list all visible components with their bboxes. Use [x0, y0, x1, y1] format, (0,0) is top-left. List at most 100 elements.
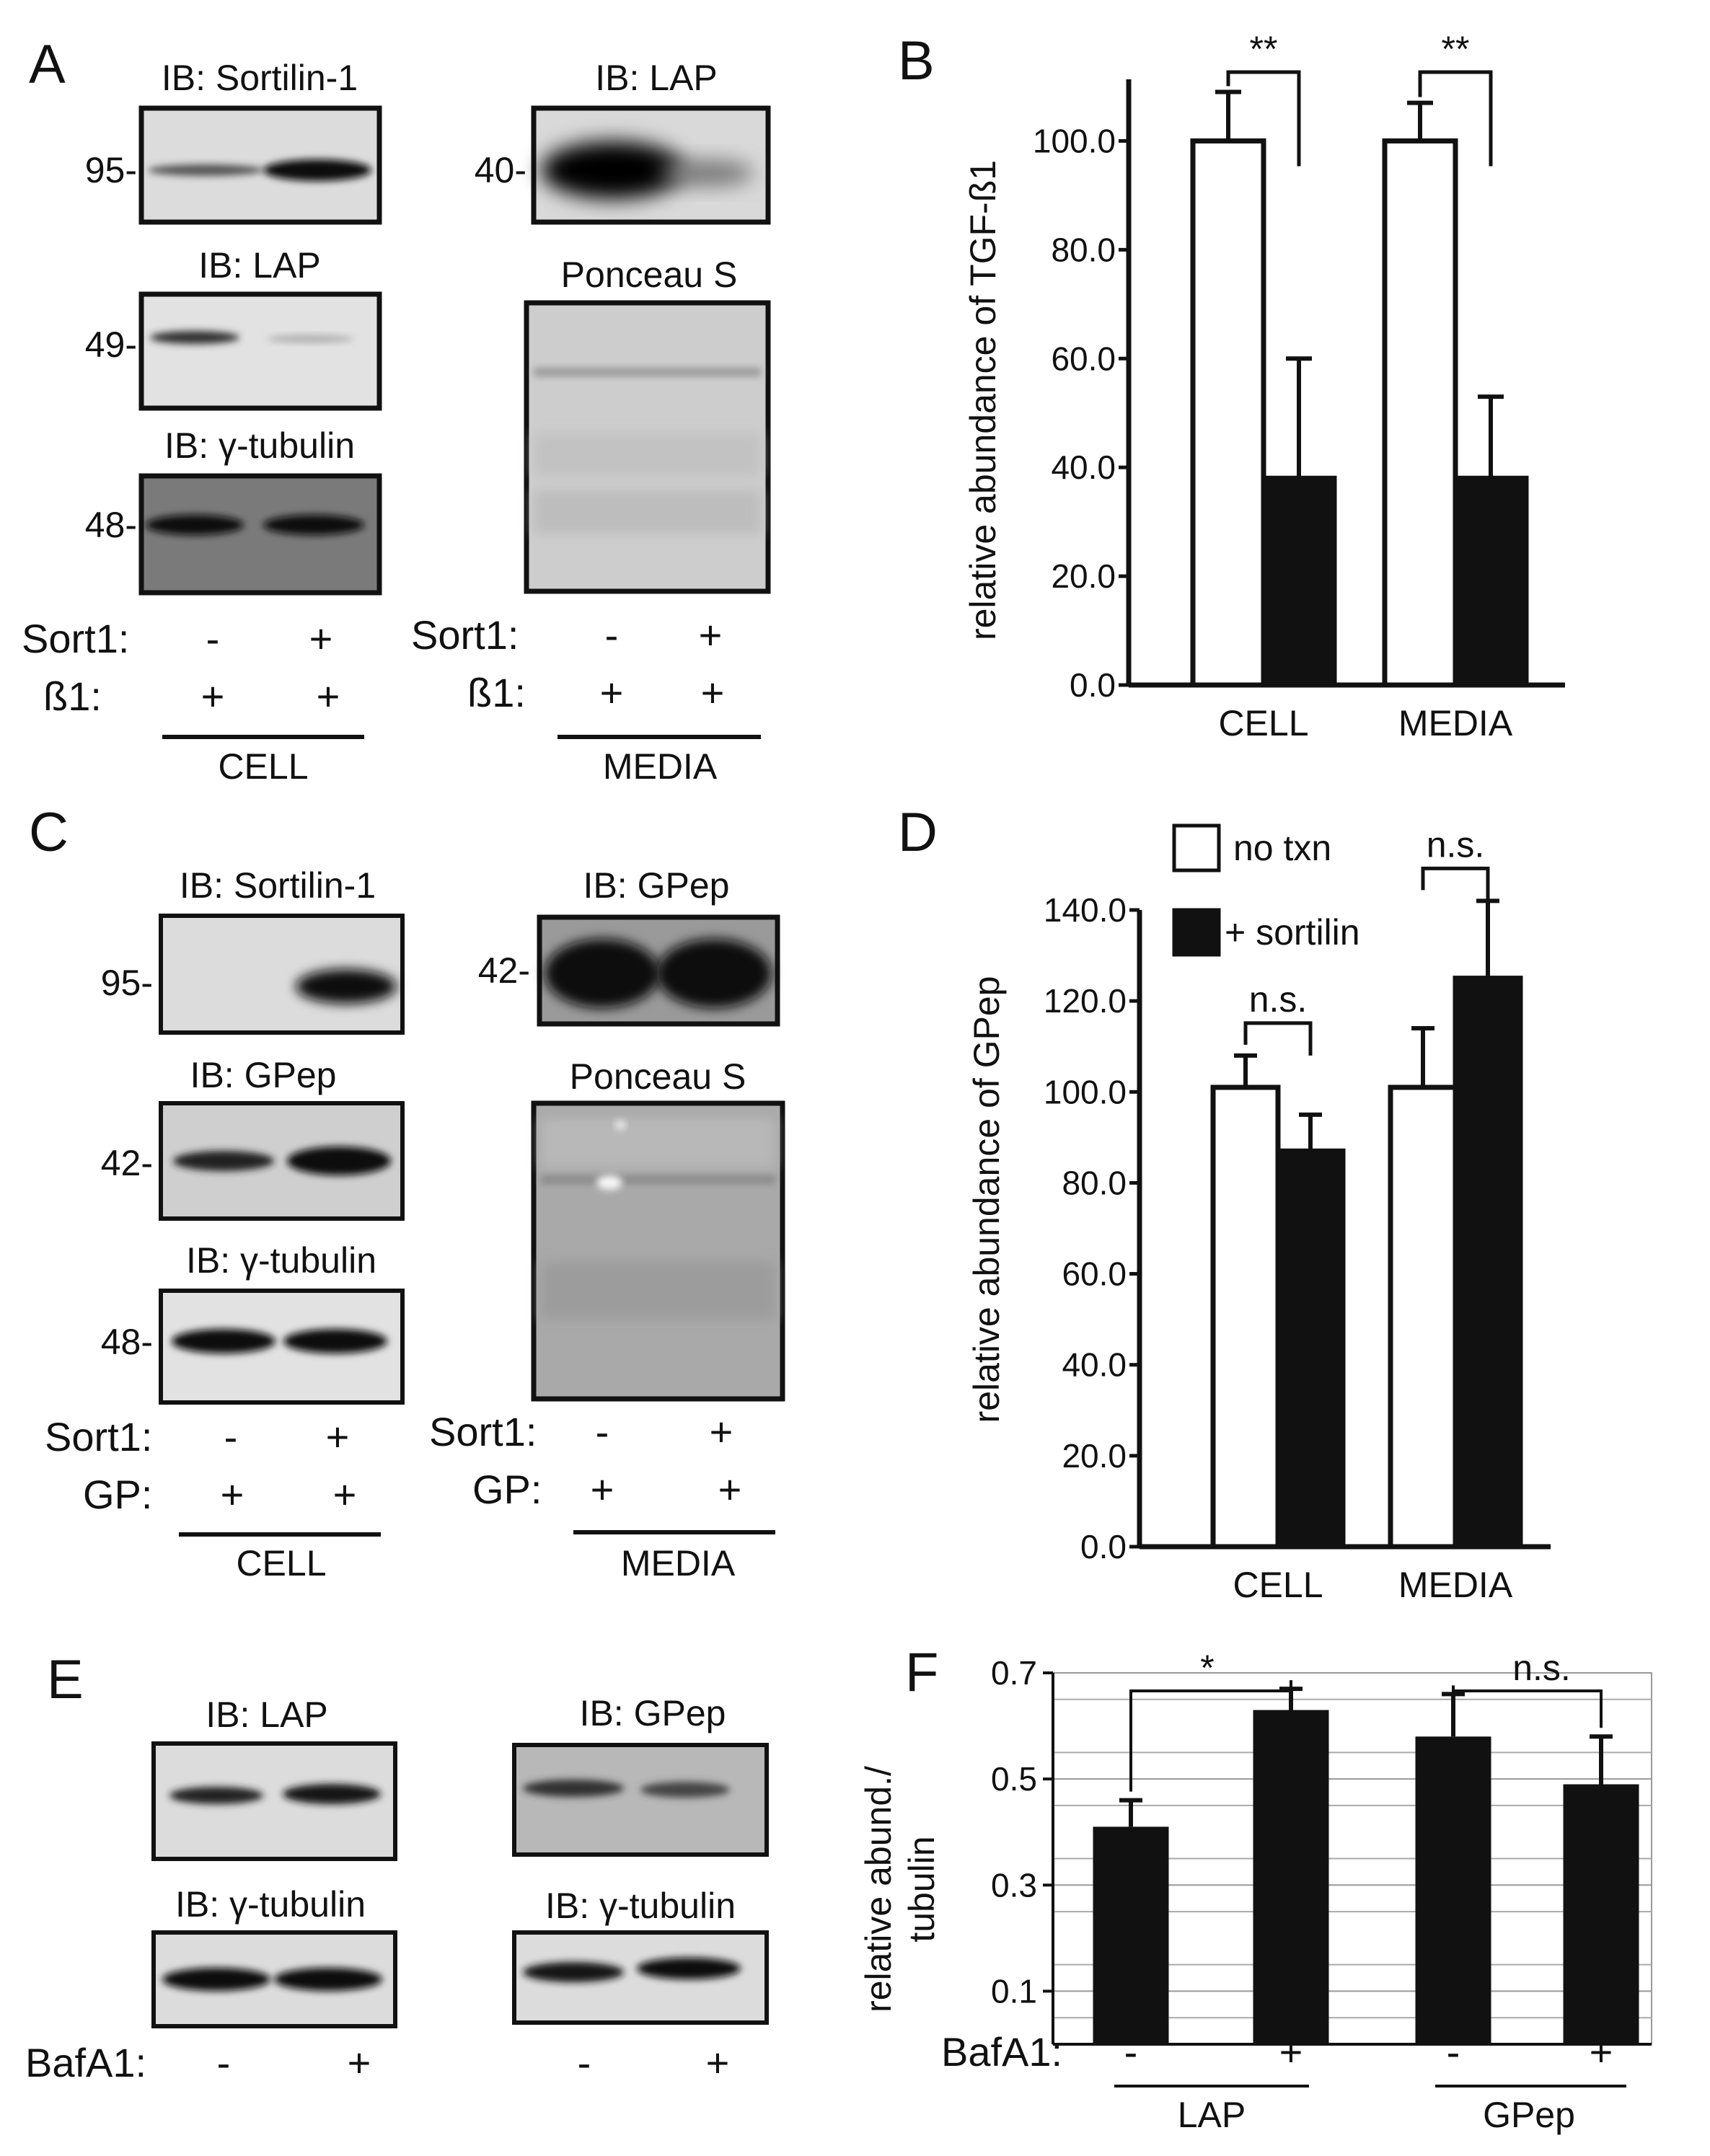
tubulin-a-mw-label: 48- [85, 505, 137, 545]
a-media-sort1-sign-2: + [699, 612, 723, 658]
c-media-gp-label: GP: [472, 1467, 542, 1512]
b-bar [1453, 475, 1529, 688]
d-significance-bracket [1421, 866, 1490, 901]
d-bar [1210, 1084, 1281, 1550]
a-media-b1-sign-1: + [600, 670, 624, 715]
f-y-tick-label: 0.5 [991, 1760, 1037, 1798]
lap-media-blot [531, 105, 771, 225]
f-group-label-gpep: GPep [1483, 2095, 1575, 2135]
panel-c: C IB: Sortilin-1 95- IB: GPep 42- IB: γ-… [29, 802, 785, 1583]
d-bar [1275, 1148, 1346, 1550]
tubulin-e-right-blot [512, 1930, 769, 2025]
ponceau-c-blot [531, 1100, 785, 1402]
d-legend-label: no txn [1233, 828, 1331, 868]
lap-e-blot [151, 1741, 397, 1861]
tubulin-e-left-blot [151, 1930, 397, 2028]
c-media-sort1-sign-1: - [596, 1409, 609, 1454]
d-y-tick-label: 80.0 [1062, 1164, 1127, 1201]
f-y-tick-label: 0.3 [991, 1866, 1037, 1904]
c-cell-sort1-label: Sort1: [45, 1414, 152, 1459]
d-y-tick-label: 0.0 [1080, 1528, 1127, 1565]
chart-f: 0.1 0.3 0.5 0.7 relative abund./tubulin - + - + *… [858, 1648, 1652, 2135]
c-cell-gp-sign-1: + [221, 1472, 244, 1517]
b-y-tick-label: 60.0 [1051, 340, 1116, 377]
d-y-tick-label: 20.0 [1062, 1437, 1127, 1475]
d-bar [1388, 1084, 1458, 1550]
f-group-label-lap: LAP [1178, 2095, 1246, 2135]
f-x-tick-label: - [1447, 2029, 1460, 2075]
c-media-sort1-sign-2: + [710, 1409, 733, 1454]
a-cell-sort1-sign-1: - [206, 616, 220, 661]
gpep-cell-blot-title: IB: GPep [190, 1055, 337, 1095]
c-media-gp-sign-2: + [718, 1467, 742, 1512]
sortilin-blot-title: IB: Sortilin-1 [162, 58, 358, 98]
panel-c-letter: C [29, 802, 69, 863]
f-bafa1-label: BafA1: [941, 2029, 1062, 2075]
d-x-tick-label: CELL [1233, 1565, 1323, 1605]
tubulin-a-blot-title: IB: γ-tubulin [164, 425, 355, 466]
f-significance-label: * [1200, 1648, 1214, 1688]
b-y-tick-label: 100.0 [1033, 122, 1116, 159]
a-cell-sort1-label: Sort1: [22, 616, 129, 661]
gpep-e-blot-title: IB: GPep [580, 1693, 726, 1733]
f-bar [1415, 1736, 1491, 2044]
a-cell-b1-sign-2: + [317, 673, 340, 719]
gpep-cell-mw-label: 42- [101, 1143, 153, 1183]
b-y-tick-label: 0.0 [1070, 666, 1116, 704]
chart-b: 0.0 20.0 40.0 60.0 80.0 100.0 relative abundan… [963, 29, 1565, 743]
d-bar [1453, 976, 1523, 1550]
b-y-tick-label: 20.0 [1051, 557, 1116, 595]
panel-f: F 0.1 0.3 0.5 0.7 relative abund./tubulin - + -… [858, 1642, 1652, 2135]
c-media-gp-sign-1: + [591, 1467, 614, 1512]
e-bafa1-sign-4: + [706, 2040, 730, 2085]
f-significance-bracket [1129, 1680, 1292, 1792]
d-significance-label: n.s. [1427, 824, 1485, 865]
lap-cell-blot-title: IB: LAP [198, 245, 321, 286]
e-bafa1-sign-3: - [578, 2040, 591, 2085]
b-significance-label: ** [1442, 29, 1470, 69]
tubulin-a-blot [138, 473, 382, 596]
f-y-tick-label: 0.7 [991, 1654, 1037, 1692]
f-bar [1563, 1784, 1639, 2044]
c-media-group-label: MEDIA [621, 1543, 736, 1583]
panel-e-letter: E [47, 1649, 84, 1710]
panel-a: A IB: Sortilin-1 95- IB: LAP 49- IB: γ-t… [22, 34, 771, 787]
panel-d-letter: D [898, 802, 938, 863]
lap-cell-mw-label: 49- [85, 324, 137, 365]
gpep-media-mw-label: 42- [478, 950, 530, 991]
tubulin-c-blot [159, 1289, 405, 1405]
f-bar [1093, 1826, 1169, 2044]
a-cell-group-label: CELL [218, 746, 308, 787]
tubulin-c-blot-title: IB: γ-tubulin [186, 1240, 376, 1281]
a-media-sort1-label: Sort1: [411, 612, 519, 658]
d-y-tick-label: 100.0 [1044, 1073, 1127, 1110]
d-y-tick-label: 60.0 [1062, 1255, 1127, 1293]
lap-cell-blot [138, 291, 382, 411]
a-cell-b1-sign-1: + [201, 673, 225, 719]
lap-media-blot-title: IB: LAP [595, 58, 718, 98]
d-x-tick-label: MEDIA [1398, 1565, 1513, 1605]
ponceau-a-title: Ponceau S [561, 255, 738, 295]
ponceau-a-blot [524, 300, 771, 594]
sortilin-c-blot [159, 914, 405, 1035]
d-legend-swatch [1172, 823, 1221, 872]
e-bafa1-sign-1: - [217, 2040, 231, 2085]
panel-b: B 0.0 20.0 40.0 60.0 80.0 100.0 relative abund… [898, 29, 1565, 743]
gpep-cell-blot [159, 1101, 405, 1221]
lap-e-blot-title: IB: LAP [206, 1695, 328, 1735]
c-cell-group-label: CELL [236, 1543, 326, 1583]
f-x-tick-label: - [1124, 2029, 1138, 2075]
c-media-sort1-label: Sort1: [429, 1409, 537, 1454]
a-media-b1-sign-2: + [701, 670, 725, 715]
gpep-media-blot-title: IB: GPep [583, 865, 730, 906]
d-significance-label: n.s. [1249, 979, 1308, 1020]
d-y-tick-label: 140.0 [1044, 891, 1127, 929]
tubulin-e-left-title: IB: γ-tubulin [175, 1884, 366, 1925]
lap-media-mw-label: 40- [475, 150, 526, 190]
c-cell-sort1-sign-2: + [326, 1414, 350, 1459]
panel-b-letter: B [898, 30, 935, 92]
panel-f-letter: F [905, 1642, 938, 1703]
tubulin-c-mw-label: 48- [101, 1322, 153, 1362]
d-legend-swatch [1172, 908, 1221, 957]
